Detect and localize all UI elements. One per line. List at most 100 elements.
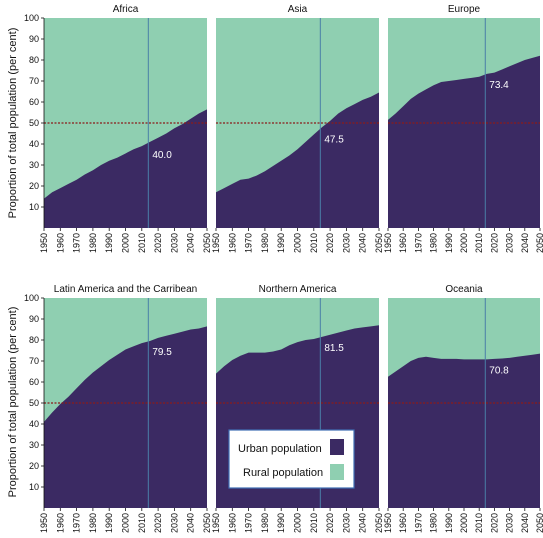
x-tick-label: 2040 <box>186 233 196 253</box>
x-tick-label: 1950 <box>383 513 393 533</box>
marker-value-label: 73.4 <box>489 80 509 91</box>
x-tick-label: 2020 <box>489 513 499 533</box>
y-tick-label: 20 <box>29 461 39 471</box>
y-tick-label: 50 <box>29 398 39 408</box>
legend-swatch-rural <box>330 464 344 480</box>
urban-area <box>388 55 540 228</box>
x-tick-label: 1980 <box>260 233 270 253</box>
x-tick-label: 2010 <box>309 233 319 253</box>
x-tick-label: 1980 <box>88 513 98 533</box>
urban-area <box>388 353 540 508</box>
x-tick-label: 2040 <box>358 233 368 253</box>
x-tick-label: 1970 <box>244 513 254 533</box>
x-tick-label: 2030 <box>505 233 515 253</box>
panel-title: Europe <box>448 4 481 15</box>
x-tick-label: 1980 <box>88 233 98 253</box>
x-tick-label: 2020 <box>325 233 335 253</box>
x-tick-label: 1990 <box>104 513 114 533</box>
x-tick-label: 2030 <box>341 233 351 253</box>
x-tick-label: 1960 <box>398 233 408 253</box>
y-tick-label: 100 <box>24 13 39 23</box>
urban-area <box>216 92 379 228</box>
x-tick-label: 1950 <box>383 233 393 253</box>
y-tick-label: 40 <box>29 139 39 149</box>
marker-value-label: 70.8 <box>489 365 509 376</box>
x-tick-label: 2050 <box>202 233 212 253</box>
x-tick-label: 2020 <box>153 233 163 253</box>
x-tick-label: 2020 <box>325 513 335 533</box>
urban-area <box>44 326 207 508</box>
x-tick-label: 2020 <box>489 233 499 253</box>
y-tick-label: 100 <box>24 293 39 303</box>
y-tick-label: 70 <box>29 356 39 366</box>
panel-4: 81.5 Northern America 1950 1960 1970 1980 1990… <box>211 284 384 533</box>
legend: Urban population Rural population <box>228 429 355 489</box>
panel-1: 47.5 Asia 1950 1960 1970 1980 1990 2000 2010 2020… <box>211 4 384 253</box>
x-tick-label: 2040 <box>520 513 530 533</box>
legend-label-urban: Urban population <box>238 443 322 455</box>
x-tick-label: 2020 <box>153 513 163 533</box>
marker-value-label: 47.5 <box>324 134 344 145</box>
x-tick-label: 2010 <box>137 233 147 253</box>
y-tick-label: 30 <box>29 440 39 450</box>
y-tick-label: 50 <box>29 118 39 128</box>
panel-title: Africa <box>113 4 139 15</box>
panel-5: 70.8 Oceania 1950 1960 1970 1980 1990 2000 2010 2… <box>383 284 543 533</box>
y-tick-label: 60 <box>29 97 39 107</box>
panel-title: Latin America and the Carribean <box>54 284 197 295</box>
x-tick-label: 2000 <box>459 513 469 533</box>
y-tick-label: 90 <box>29 314 39 324</box>
y-tick-label: 20 <box>29 181 39 191</box>
x-tick-label: 1990 <box>276 233 286 253</box>
x-tick-label: 1970 <box>72 513 82 533</box>
x-tick-label: 2030 <box>169 513 179 533</box>
x-tick-label: 1960 <box>227 513 237 533</box>
x-tick-label: 1970 <box>413 233 423 253</box>
x-tick-label: 2030 <box>169 233 179 253</box>
y-axis-label-bottom: Proportion of total population (per cent… <box>7 307 19 498</box>
x-tick-label: 1980 <box>429 513 439 533</box>
x-tick-label: 1980 <box>429 233 439 253</box>
y-tick-label: 70 <box>29 76 39 86</box>
x-tick-label: 1970 <box>413 513 423 533</box>
x-tick-label: 2010 <box>474 233 484 253</box>
x-tick-label: 2050 <box>374 513 384 533</box>
x-tick-label: 1980 <box>260 513 270 533</box>
x-tick-label: 1960 <box>227 233 237 253</box>
x-tick-label: 2000 <box>293 513 303 533</box>
legend-swatch-urban <box>330 439 344 455</box>
y-tick-label: 30 <box>29 160 39 170</box>
panel-2: 73.4 Europe 1950 1960 1970 1980 1990 2000 2010 20… <box>383 4 543 253</box>
x-tick-label: 2030 <box>505 513 515 533</box>
x-tick-label: 1970 <box>72 233 82 253</box>
x-tick-label: 1950 <box>211 233 221 253</box>
panel-title: Northern America <box>259 284 337 295</box>
x-tick-label: 1970 <box>244 233 254 253</box>
y-tick-label: 60 <box>29 377 39 387</box>
y-tick-label: 40 <box>29 419 39 429</box>
x-tick-label: 2040 <box>186 513 196 533</box>
x-tick-label: 2000 <box>459 233 469 253</box>
x-tick-label: 2050 <box>535 233 543 253</box>
marker-value-label: 40.0 <box>152 150 172 161</box>
x-tick-label: 2040 <box>520 233 530 253</box>
x-tick-label: 2000 <box>293 233 303 253</box>
x-tick-label: 1990 <box>444 233 454 253</box>
x-tick-label: 1950 <box>211 513 221 533</box>
x-tick-label: 2010 <box>474 513 484 533</box>
y-tick-label: 10 <box>29 202 39 212</box>
y-tick-label: 90 <box>29 34 39 44</box>
x-tick-label: 2050 <box>374 233 384 253</box>
x-tick-label: 2040 <box>358 513 368 533</box>
y-tick-label: 80 <box>29 335 39 345</box>
marker-value-label: 79.5 <box>152 347 172 358</box>
x-tick-label: 2030 <box>341 513 351 533</box>
y-tick-label: 80 <box>29 55 39 65</box>
x-tick-label: 2010 <box>309 513 319 533</box>
legend-label-rural: Rural population <box>243 467 323 479</box>
x-tick-label: 2000 <box>121 513 131 533</box>
panel-title: Asia <box>288 4 308 15</box>
